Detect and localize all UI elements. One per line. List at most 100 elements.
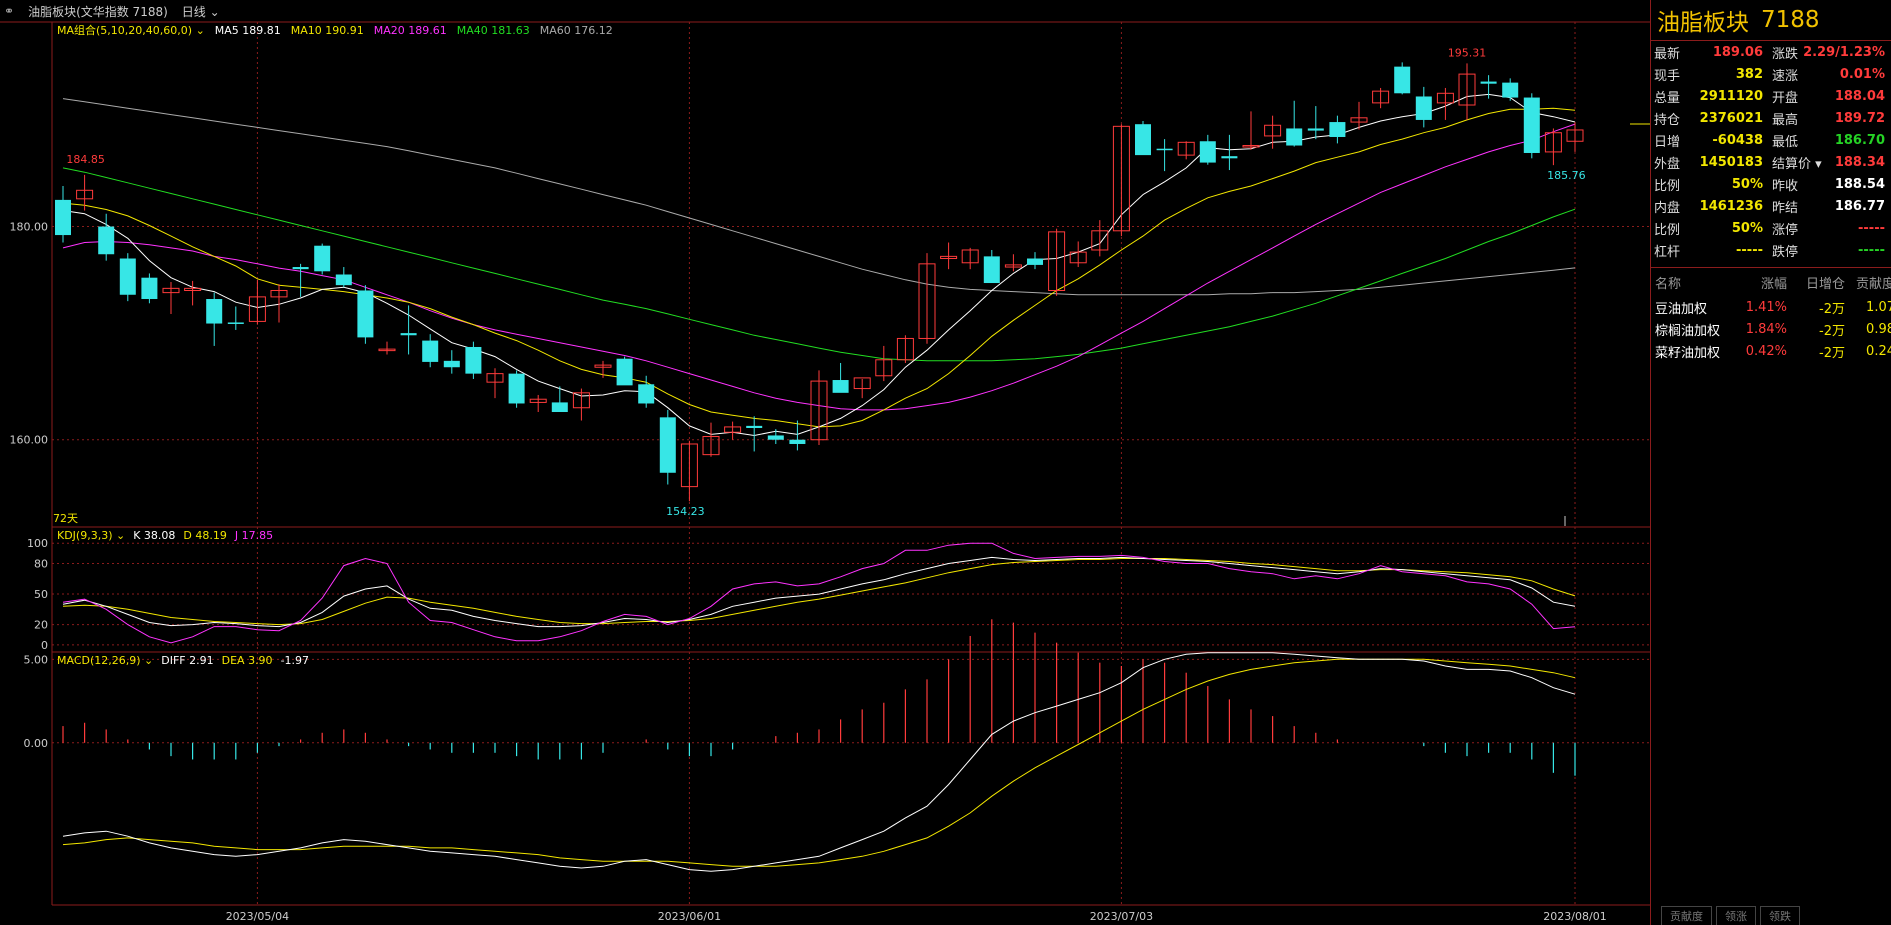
- quote-label: 持仓: [1654, 112, 1681, 128]
- quote-label: 外盘: [1654, 156, 1681, 172]
- candle-body-down: [443, 360, 460, 368]
- kdj-j-line: [62, 542, 1576, 644]
- kdj-legend-label: KDJ(9,3,3) ⌄: [57, 529, 125, 542]
- quote-cell: 昨收 188.54: [1769, 173, 1891, 195]
- constituent-row[interactable]: 豆油加权 1.41% -2万 1.07: [1651, 296, 1891, 318]
- quote-label: 总量: [1654, 90, 1681, 106]
- quote-value: 1450183: [1699, 154, 1763, 170]
- candle-body-down: [1135, 124, 1151, 156]
- panel-tab[interactable]: 领涨: [1716, 906, 1756, 925]
- constituent-cell: -2万: [1819, 301, 1845, 317]
- link-icon[interactable]: ⚭: [4, 4, 15, 18]
- candle-body-down: [422, 340, 439, 362]
- candle-body-up: [162, 287, 180, 294]
- candle-body-up: [940, 255, 958, 260]
- quote-value: 188.04: [1834, 88, 1885, 104]
- chart-canvas[interactable]: 180.00 160.00 2023/05/04 2023/06/01 2023/07/…: [0, 0, 1650, 925]
- quote-label: 昨收: [1772, 178, 1799, 194]
- price-tick-label: 160.00: [10, 434, 49, 447]
- candle-body-down: [616, 358, 633, 386]
- quote-value: 2911120: [1699, 88, 1763, 104]
- days-label: 72天: [53, 512, 78, 525]
- quote-cell: 昨结 186.77: [1769, 195, 1891, 217]
- instrument-title: 油脂板块(文华指数 7188): [28, 4, 168, 19]
- macd-legend-label: MACD(12,26,9) ⌄: [57, 654, 153, 667]
- ma60-line: [62, 98, 1576, 296]
- candle-body-up: [486, 373, 504, 383]
- constituent-column-header[interactable]: 日增仓: [1805, 276, 1845, 292]
- constituent-cell: 0.42%: [1745, 343, 1787, 359]
- kdj-tick-label: 100: [27, 537, 48, 550]
- left-high-label: 184.85: [66, 153, 105, 166]
- candle-body-down: [1286, 128, 1303, 146]
- candle-body-up: [1048, 231, 1066, 291]
- constituent-header: 名称 涨幅 日增仓 贡献度: [1651, 268, 1891, 296]
- quote-label[interactable]: 结算价 ▾: [1772, 156, 1822, 172]
- quote-cell: 杠杆 -----: [1651, 239, 1769, 261]
- quote-label: 跌停: [1772, 244, 1799, 260]
- candle-body-down: [227, 322, 244, 324]
- macd-dea-legend: DEA 3.90: [222, 654, 273, 667]
- candle-body-down: [1156, 148, 1173, 151]
- quote-cell: 最低 186.70: [1769, 129, 1891, 151]
- constituent-cell: -2万: [1819, 345, 1845, 361]
- candle-body-down: [465, 346, 482, 374]
- constituent-column-header[interactable]: 贡献度: [1855, 276, 1891, 292]
- kdj-j-legend: J 17.85: [234, 529, 273, 542]
- period-selector[interactable]: 日线 ⌄: [181, 4, 220, 19]
- chevron-down-icon: ⌄: [209, 4, 220, 19]
- macd-value-legend: -1.97: [281, 654, 309, 667]
- quote-cell: 比例 50%: [1651, 173, 1769, 195]
- price-tick-label: 180.00: [10, 221, 49, 234]
- candle-body-up: [1544, 132, 1562, 153]
- date-tick-label: 2023/07/03: [1090, 910, 1153, 923]
- kdj-tick-label: 0: [41, 639, 48, 652]
- panel-tab[interactable]: 贡献度: [1661, 906, 1712, 925]
- candle-body-down: [357, 290, 374, 338]
- candle-body-down: [983, 256, 1000, 284]
- candle-body-up: [1566, 129, 1584, 142]
- candle-body-up: [1436, 92, 1454, 104]
- candle-body-down: [292, 267, 309, 270]
- low-price-label: 154.23: [666, 505, 705, 518]
- quote-label: 最低: [1772, 134, 1799, 150]
- quote-value: 382: [1735, 66, 1763, 82]
- candle-body-up: [1112, 125, 1130, 232]
- constituent-row[interactable]: 棕榈油加权 1.84% -2万 0.98: [1651, 318, 1891, 340]
- candle-body-up: [529, 398, 547, 403]
- candle-body-down: [335, 274, 352, 286]
- constituent-row[interactable]: 菜籽油加权 0.42% -2万 0.24: [1651, 340, 1891, 362]
- candle-body-up: [572, 392, 590, 409]
- quote-value: 50%: [1731, 176, 1763, 192]
- quote-value: 0.01%: [1839, 66, 1885, 82]
- ma20-legend: MA20 189.61: [374, 24, 447, 37]
- candle-body-down: [508, 373, 525, 404]
- candle-body-up: [1004, 264, 1022, 268]
- quote-label: 比例: [1654, 178, 1681, 194]
- candle-body-up: [702, 436, 720, 456]
- date-tick-label: 2023/06/01: [658, 910, 721, 923]
- constituent-cell: 1.84%: [1745, 321, 1787, 337]
- ma40-line: [62, 167, 1576, 362]
- quote-value: 189.72: [1834, 110, 1885, 126]
- candle-body-down: [1415, 96, 1432, 120]
- quote-header: 油脂板块 7188: [1651, 0, 1891, 41]
- candle-body-up: [378, 348, 396, 352]
- candle-body-up: [896, 337, 914, 361]
- constituent-column-header[interactable]: 名称: [1655, 276, 1682, 292]
- quote-cell: 速涨 0.01%: [1769, 63, 1891, 85]
- quote-label: 速涨: [1772, 68, 1799, 84]
- candle-body-down: [1523, 97, 1540, 153]
- candle-body-down: [638, 384, 655, 404]
- constituent-column-header[interactable]: 涨幅: [1760, 276, 1787, 292]
- kdj-tick-label: 50: [34, 588, 48, 601]
- date-tick-label: 2023/05/04: [226, 910, 289, 923]
- kdj-d-legend: D 48.19: [183, 529, 226, 542]
- quote-value: -----: [1858, 220, 1885, 236]
- quote-label: 开盘: [1772, 90, 1799, 106]
- quote-cell: 最高 189.72: [1769, 107, 1891, 129]
- panel-tab[interactable]: 领跌: [1760, 906, 1800, 925]
- candle-body-down: [1307, 128, 1324, 131]
- candle-body-up: [76, 189, 94, 200]
- constituent-cell: 菜籽油加权: [1655, 345, 1721, 361]
